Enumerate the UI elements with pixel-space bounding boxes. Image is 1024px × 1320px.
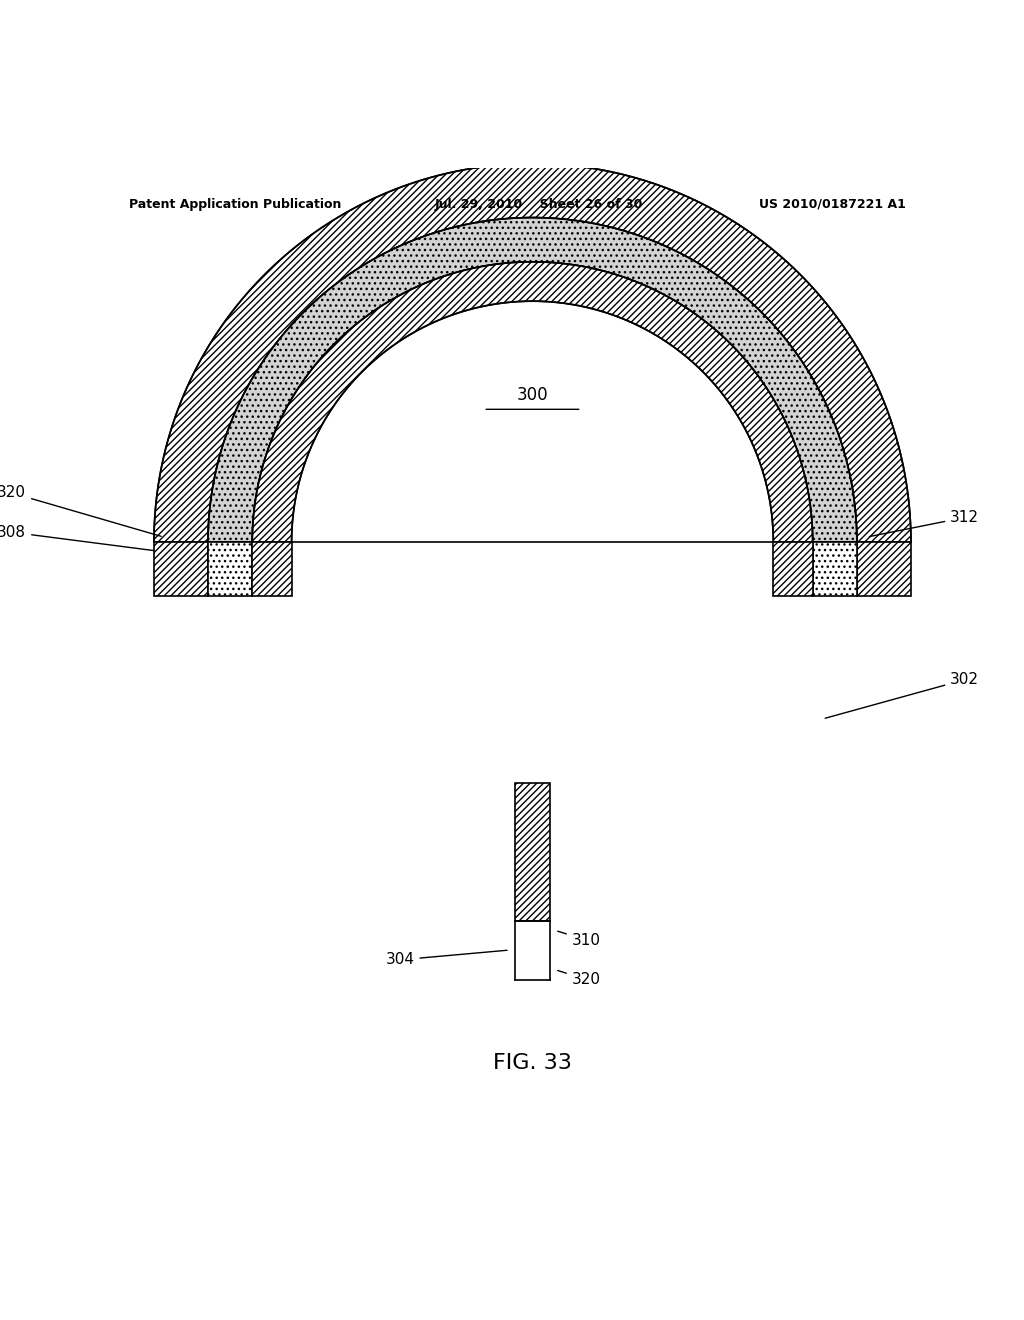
Polygon shape (154, 543, 208, 597)
Text: 304: 304 (385, 950, 507, 968)
Text: 320: 320 (558, 970, 601, 987)
Polygon shape (252, 261, 813, 543)
Text: 310: 310 (558, 931, 601, 948)
Text: 300: 300 (517, 387, 548, 404)
Text: 320: 320 (0, 486, 161, 536)
Text: US 2010/0187221 A1: US 2010/0187221 A1 (759, 198, 905, 211)
Text: FIG. 33: FIG. 33 (493, 1053, 571, 1073)
Text: 302: 302 (825, 672, 979, 718)
Text: Jul. 29, 2010    Sheet 26 of 30: Jul. 29, 2010 Sheet 26 of 30 (434, 198, 642, 211)
Polygon shape (857, 543, 911, 597)
Text: 312: 312 (869, 510, 979, 536)
Polygon shape (813, 543, 857, 597)
Polygon shape (208, 543, 252, 597)
Text: 308: 308 (0, 524, 161, 552)
Polygon shape (773, 543, 813, 597)
Polygon shape (154, 164, 911, 543)
Polygon shape (208, 218, 857, 543)
Polygon shape (252, 543, 292, 597)
Polygon shape (515, 783, 550, 920)
Text: Patent Application Publication: Patent Application Publication (129, 198, 342, 211)
